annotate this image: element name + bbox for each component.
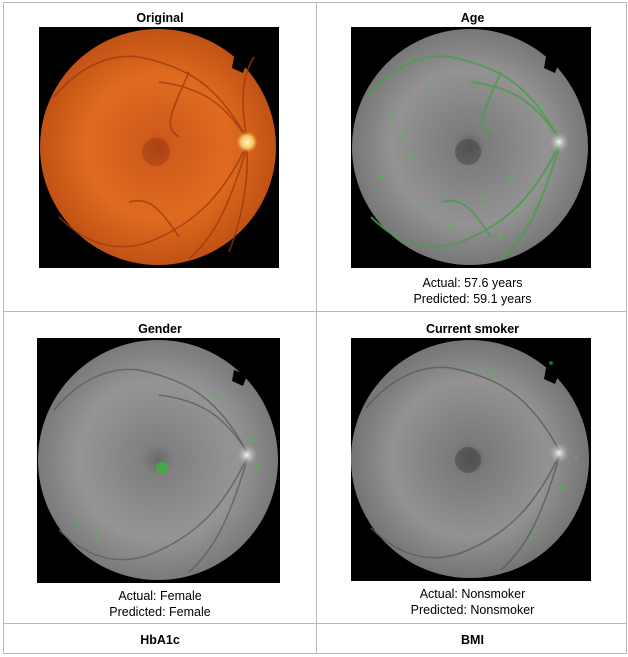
fundus-heatmap-smoker — [351, 338, 591, 581]
figure-grid: Original — [3, 2, 627, 654]
caption-age-actual: Actual: 57.6 years — [422, 276, 523, 290]
caption-age-predicted: Predicted: 59.1 years — [413, 292, 532, 306]
fundus-heatmap-gender — [37, 338, 280, 583]
caption-smoker-actual: Actual: Nonsmoker — [419, 587, 526, 601]
panel-bmi: BMI — [317, 624, 628, 653]
panel-title-original: Original — [136, 11, 184, 25]
panel-title-smoker: Current smoker — [425, 322, 520, 336]
panel-age: Age — [317, 3, 628, 311]
grid-vertical-divider — [316, 3, 317, 653]
caption-smoker-predicted: Predicted: Nonsmoker — [410, 603, 535, 617]
grid-divider-row2 — [4, 623, 626, 624]
panel-smoker: Current smoker — [317, 312, 628, 623]
caption-gender-predicted: Predicted: Female — [109, 605, 211, 619]
fundus-heatmap-age — [351, 27, 591, 268]
panel-original: Original — [4, 3, 316, 311]
panel-title-age: Age — [460, 11, 485, 25]
panel-hba1c: HbA1c — [4, 624, 316, 653]
panel-title-bmi: BMI — [461, 633, 484, 647]
grid-divider-row1 — [4, 311, 626, 312]
panel-title-hba1c: HbA1c — [140, 633, 180, 647]
panel-gender: Gender — [4, 312, 316, 623]
fundus-image-original — [39, 27, 279, 268]
caption-gender-actual: Actual: Female — [118, 589, 202, 603]
panel-title-gender: Gender — [138, 322, 182, 336]
